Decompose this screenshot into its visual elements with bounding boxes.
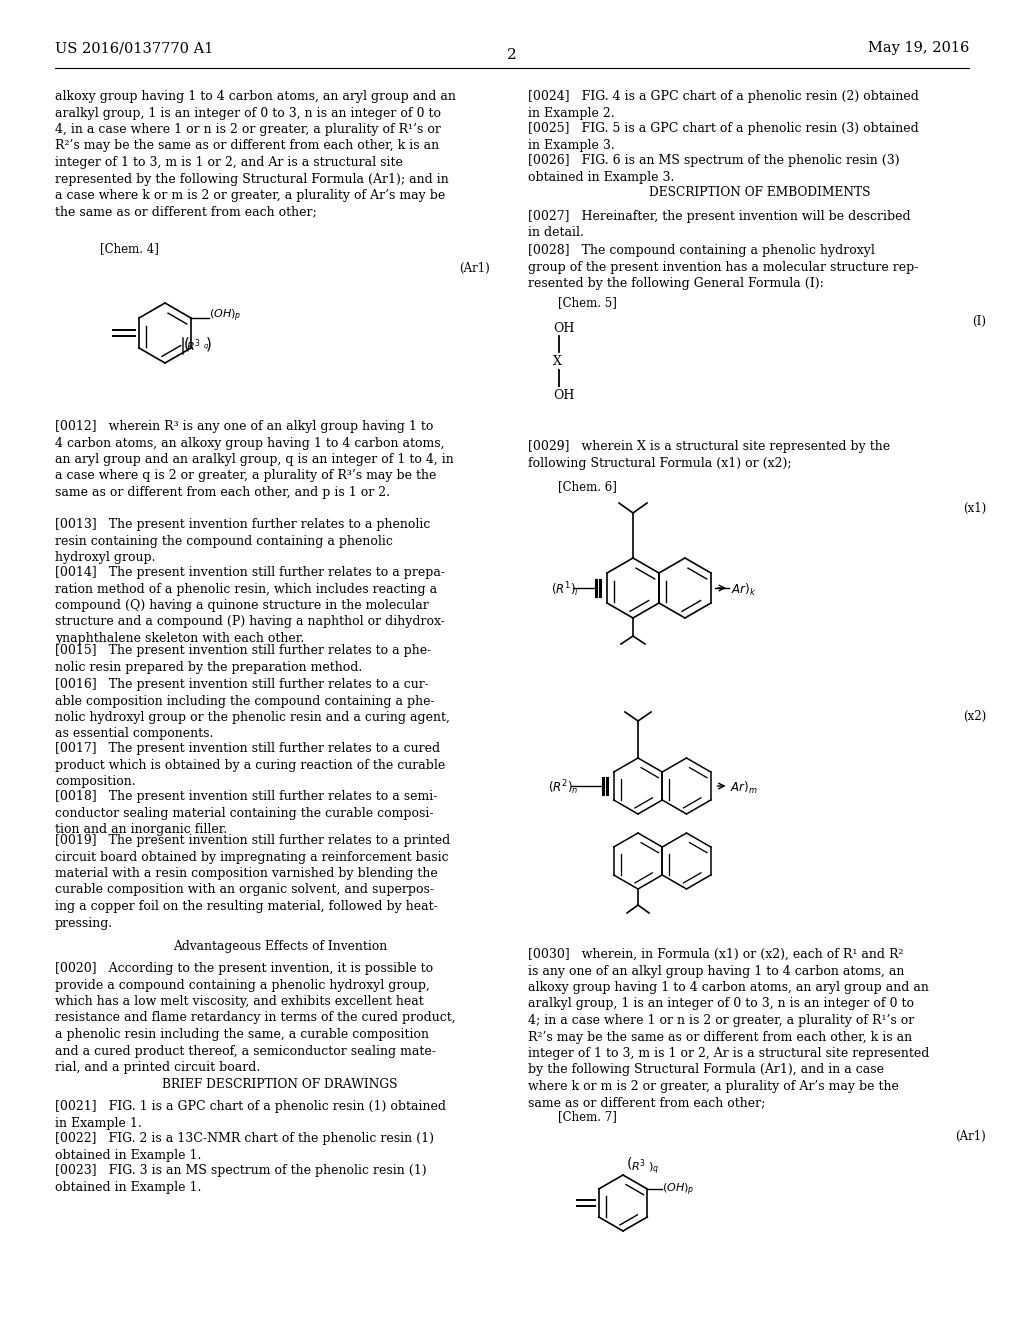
Text: [0022]   FIG. 2 is a 13C-NMR chart of the phenolic resin (1)
obtained in Example: [0022] FIG. 2 is a 13C-NMR chart of the … <box>55 1133 434 1162</box>
Text: BRIEF DESCRIPTION OF DRAWINGS: BRIEF DESCRIPTION OF DRAWINGS <box>162 1078 397 1092</box>
Text: May 19, 2016: May 19, 2016 <box>867 41 969 55</box>
Text: $Ar)_m$: $Ar)_m$ <box>730 780 758 796</box>
Text: [Chem. 7]: [Chem. 7] <box>558 1110 616 1123</box>
Text: DESCRIPTION OF EMBODIMENTS: DESCRIPTION OF EMBODIMENTS <box>649 186 870 199</box>
Text: [0018]   The present invention still further relates to a semi-
conductor sealin: [0018] The present invention still furth… <box>55 789 437 836</box>
Text: $(OH)_p$: $(OH)_p$ <box>209 308 242 325</box>
Text: [0023]   FIG. 3 is an MS spectrum of the phenolic resin (1)
obtained in Example : [0023] FIG. 3 is an MS spectrum of the p… <box>55 1164 427 1193</box>
Text: $(R^2)_n$: $(R^2)_n$ <box>548 779 579 797</box>
Text: [0030]   wherein, in Formula (x1) or (x2), each of R¹ and R²
is any one of an al: [0030] wherein, in Formula (x1) or (x2),… <box>528 948 930 1110</box>
Text: OH: OH <box>553 322 574 335</box>
Text: [0013]   The present invention further relates to a phenolic
resin containing th: [0013] The present invention further rel… <box>55 517 430 564</box>
Text: Advantageous Effects of Invention: Advantageous Effects of Invention <box>173 940 387 953</box>
Text: $($: $($ <box>626 1155 633 1171</box>
Text: [Chem. 5]: [Chem. 5] <box>558 296 616 309</box>
Text: 2: 2 <box>507 48 517 62</box>
Text: [0017]   The present invention still further relates to a cured
product which is: [0017] The present invention still furth… <box>55 742 445 788</box>
Text: $)_q$: $)_q$ <box>648 1162 659 1177</box>
Text: [0021]   FIG. 1 is a GPC chart of a phenolic resin (1) obtained
in Example 1.: [0021] FIG. 1 is a GPC chart of a phenol… <box>55 1100 446 1130</box>
Text: (x1): (x1) <box>963 502 986 515</box>
Text: [0028]   The compound containing a phenolic hydroxyl
group of the present invent: [0028] The compound containing a phenoli… <box>528 244 919 290</box>
Text: $R^3$: $R^3$ <box>631 1158 646 1173</box>
Text: (I): (I) <box>972 315 986 327</box>
Text: X: X <box>553 355 562 368</box>
Text: (Ar1): (Ar1) <box>459 261 490 275</box>
Text: $R^3$: $R^3$ <box>186 337 201 354</box>
Text: [0029]   wherein X is a structural site represented by the
following Structural : [0029] wherein X is a structural site re… <box>528 440 890 470</box>
Text: $)$: $)$ <box>205 335 212 352</box>
Text: [0019]   The present invention still further relates to a printed
circuit board : [0019] The present invention still furth… <box>55 834 451 929</box>
Text: [Chem. 4]: [Chem. 4] <box>100 242 159 255</box>
Text: (Ar1): (Ar1) <box>955 1130 986 1143</box>
Text: US 2016/0137770 A1: US 2016/0137770 A1 <box>55 41 213 55</box>
Text: [0026]   FIG. 6 is an MS spectrum of the phenolic resin (3)
obtained in Example : [0026] FIG. 6 is an MS spectrum of the p… <box>528 154 900 183</box>
Text: $($: $($ <box>183 335 189 352</box>
Text: [0025]   FIG. 5 is a GPC chart of a phenolic resin (3) obtained
in Example 3.: [0025] FIG. 5 is a GPC chart of a phenol… <box>528 121 919 152</box>
Text: [0027]   Hereinafter, the present invention will be described
in detail.: [0027] Hereinafter, the present inventio… <box>528 210 910 239</box>
Text: [0024]   FIG. 4 is a GPC chart of a phenolic resin (2) obtained
in Example 2.: [0024] FIG. 4 is a GPC chart of a phenol… <box>528 90 919 120</box>
Text: [0012]   wherein R³ is any one of an alkyl group having 1 to
4 carbon atoms, an : [0012] wherein R³ is any one of an alkyl… <box>55 420 454 499</box>
Text: alkoxy group having 1 to 4 carbon atoms, an aryl group and an
aralkyl group, 1 i: alkoxy group having 1 to 4 carbon atoms,… <box>55 90 456 219</box>
Text: [0015]   The present invention still further relates to a phe-
nolic resin prepa: [0015] The present invention still furth… <box>55 644 431 673</box>
Text: OH: OH <box>553 389 574 403</box>
Text: [0016]   The present invention still further relates to a cur-
able composition : [0016] The present invention still furth… <box>55 678 450 741</box>
Text: $_q$: $_q$ <box>203 341 209 351</box>
Text: [0020]   According to the present invention, it is possible to
provide a compoun: [0020] According to the present inventio… <box>55 962 456 1074</box>
Text: (x2): (x2) <box>963 710 986 723</box>
Text: [0014]   The present invention still further relates to a prepa-
ration method o: [0014] The present invention still furth… <box>55 566 445 645</box>
Text: $Ar)_k$: $Ar)_k$ <box>731 582 756 598</box>
Text: $(OH)_p$: $(OH)_p$ <box>663 1181 694 1199</box>
Text: $(R^1)_l$: $(R^1)_l$ <box>551 581 580 599</box>
Text: [Chem. 6]: [Chem. 6] <box>558 480 616 492</box>
